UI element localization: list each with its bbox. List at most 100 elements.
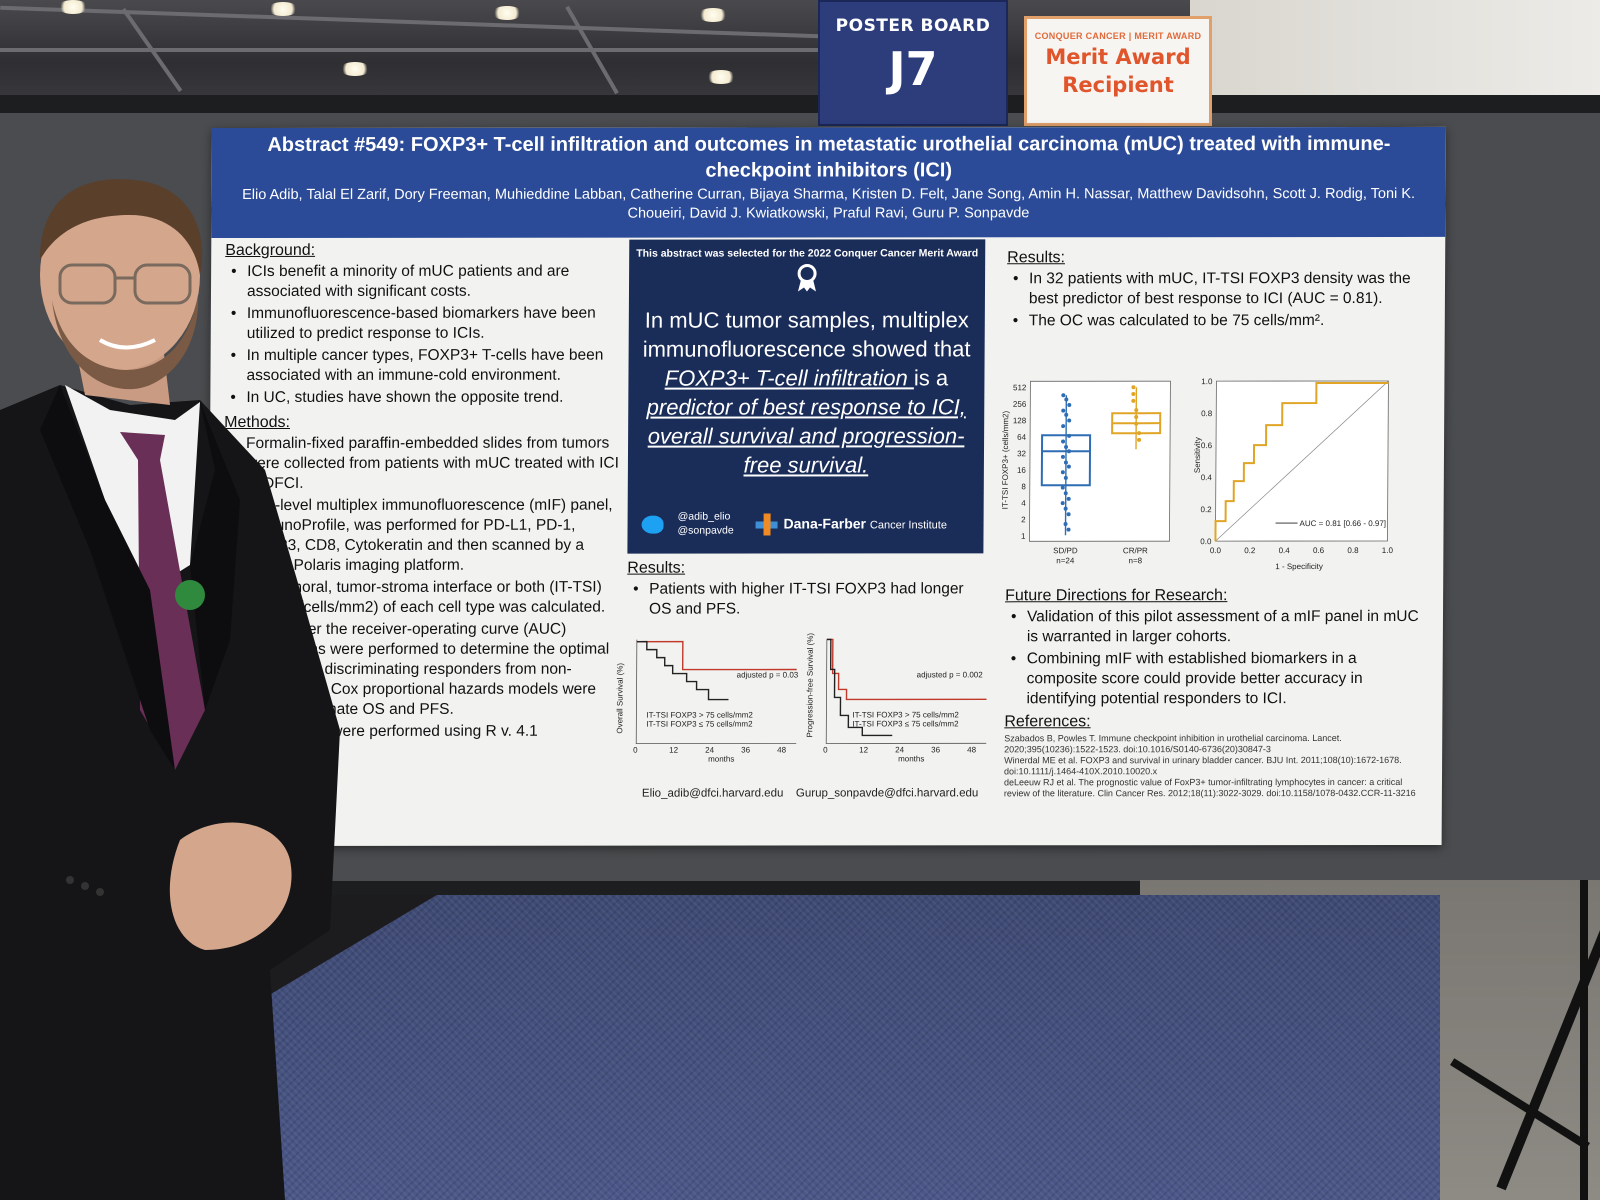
roc-curve (1214, 381, 1389, 542)
boxplot-group-label: CR/PR (1123, 546, 1148, 555)
boxplot-box-sd-pd (1040, 393, 1092, 536)
roc-ytick: 0.6 (1201, 441, 1213, 450)
key-finding-box: This abstract was selected for the 2022 … (627, 239, 986, 554)
boxplot-xlabels: SD/PDn=24 CR/PRn=8 (1053, 546, 1148, 565)
roc-xtick: 0.4 (1279, 546, 1291, 555)
poster-authors: Elio Adib, Talal El Zarif, Dory Freeman,… (242, 185, 1416, 222)
reference-item: deLeeuw RJ et al. The prognostic value o… (1003, 776, 1416, 799)
roc-ytick: 0.4 (1201, 473, 1213, 482)
pfs-legend-low: IT-TSI FOXP3 ≤ 75 cells/mm2 (852, 719, 959, 728)
pfs-legend-high: IT-TSI FOXP3 > 75 cells/mm2 (852, 710, 959, 719)
key-finding-text: In mUC tumor samples, multiplex immunofl… (628, 305, 985, 479)
boxplot-ytick: 8 (1021, 482, 1026, 491)
roc-xlabel: 1 - Specificity (1275, 562, 1323, 571)
foxp3-boxplot: IT-TSI FOXP3+ (cells/mm2) 51225612864321… (1001, 380, 1171, 565)
boxplot-ytick: 64 (1017, 433, 1027, 442)
pfs-curve-high (826, 638, 987, 701)
boxplot-ytick: 1 (1021, 532, 1026, 541)
results-item: In 32 patients with mUC, IT-TSI FOXP3 de… (1007, 269, 1427, 309)
results-item: The OC was calculated to be 75 cells/mm²… (1007, 311, 1427, 331)
presenter (0, 179, 340, 1200)
award-ribbon-icon (629, 263, 985, 299)
future-item: Validation of this pilot assessment of a… (1005, 607, 1425, 647)
pfs-pvalue: adjusted p = 0.002 (917, 670, 984, 679)
roc-xtick: 0.2 (1244, 546, 1256, 555)
future-directions: Future Directions for Research: Validati… (1004, 587, 1425, 799)
results-heading: Results: (627, 559, 686, 577)
roc-xtick: 0.0 (1210, 546, 1222, 555)
future-list: Validation of this pilot assessment of a… (1004, 607, 1425, 709)
email-right[interactable]: Gurup_sonpavde@dfci.harvard.edu (795, 787, 979, 800)
boxplot-ytick: 2 (1021, 515, 1026, 524)
os-ylabel: Overall Survival (%) (615, 663, 624, 734)
email-left[interactable]: Elio_adib@dfci.harvard.edu (641, 787, 784, 800)
os-curve-high (636, 640, 797, 671)
merit-award-sign: CONQUER CANCER | MERIT AWARD Merit Award… (1024, 16, 1212, 126)
pfs-xtick: 48 (967, 745, 977, 754)
os-xtick: 24 (705, 746, 715, 755)
boxplot-boxes (1040, 385, 1162, 536)
roc-ytick: 0.2 (1200, 505, 1212, 514)
os-kaplan-meier-plot: Overall Survival (%) adjusted p = 0.03 I… (615, 639, 799, 764)
boxplot-ytick: 128 (1013, 416, 1027, 425)
future-heading: Future Directions for Research: (1005, 587, 1228, 605)
pfs-xlabel: months (898, 754, 924, 763)
roc-xtick: 0.6 (1313, 546, 1325, 555)
pfs-ylabel: Progression-free Survival (%) (805, 633, 815, 737)
key-finding-lead: In mUC tumor samples, multiplex immunofl… (642, 307, 971, 362)
roc-ticks: 0.00.0 0.2 0.2 0.4 0.4 0.6 0.6 0.8 0.8 1.0 1.0 (1200, 377, 1393, 555)
os-legend-low: IT-TSI FOXP3 ≤ 75 cells/mm2 (646, 720, 753, 729)
pfs-kaplan-meier-plot: Progression-free Survival (%) adjusted p… (805, 633, 987, 763)
results-left: Results: Patients with higher IT-TSI FOX… (627, 559, 987, 621)
roc-ytick: 1.0 (1201, 377, 1213, 386)
twitter-handles: @adib_elio @sonpavde (677, 510, 733, 538)
institute-rest: Cancer Institute (869, 519, 947, 532)
stand-leg (1580, 880, 1588, 1200)
os-xtick: 12 (669, 746, 679, 755)
boxplot-yticks: 512 256 128 64 32 16 8 4 2 1 (1013, 383, 1027, 541)
award-line2: Recipient (1062, 73, 1174, 97)
roc-xtick: 0.8 (1347, 546, 1359, 555)
boxplot-ytick: 32 (1017, 449, 1027, 458)
key-finding-em2: predictor of best response to ICI, overa… (646, 394, 966, 478)
poster-header: Abstract #549: FOXP3+ T-cell infiltratio… (211, 126, 1446, 239)
os-xtick: 36 (741, 746, 751, 755)
poster-board-number: J7 (888, 42, 938, 96)
os-xtick: 0 (633, 746, 638, 755)
roc-ytick: 0.0 (1200, 537, 1212, 546)
boxplot-ytick: 256 (1013, 400, 1027, 409)
award-line1: Merit Award (1045, 45, 1191, 69)
boxplot-group-n: n=24 (1056, 556, 1075, 565)
award-note: This abstract was selected for the 2022 … (636, 247, 979, 260)
boxplot-group-n: n=8 (1129, 556, 1143, 565)
institute-name: Dana-Farber Cancer Institute (784, 515, 948, 531)
poster-board-sign: POSTER BOARD J7 (818, 0, 1008, 126)
results-left-list: Patients with higher IT-TSI FOXP3 had lo… (627, 579, 987, 619)
glasses-icon (58, 263, 117, 305)
poster-board-label: POSTER BOARD (835, 16, 991, 36)
roc-ytick: 0.8 (1201, 409, 1213, 418)
key-finding-em1: FOXP3+ T-cell infiltration (664, 365, 915, 391)
future-item: Combining mIF with established biomarker… (1004, 649, 1424, 709)
twitter-handle-2: @sonpavde (677, 524, 734, 537)
research-poster: Abstract #549: FOXP3+ T-cell infiltratio… (207, 126, 1446, 847)
twitter-icon (641, 515, 664, 534)
boxplot-ylabel: IT-TSI FOXP3+ (cells/mm2) (1001, 411, 1011, 510)
boxplot-ytick: 512 (1013, 383, 1027, 392)
references-heading: References: (1004, 713, 1091, 731)
results-right: Results: In 32 patients with mUC, IT-TSI… (1007, 249, 1428, 333)
os-xtick: 48 (777, 746, 787, 755)
os-pvalue: adjusted p = 0.03 (737, 670, 799, 679)
boxplot-group-label: SD/PD (1053, 546, 1078, 555)
os-curve-low (636, 640, 729, 701)
poster-title: Abstract #549: FOXP3+ T-cell infiltratio… (267, 132, 1391, 182)
results-item: Patients with higher IT-TSI FOXP3 had lo… (627, 579, 987, 619)
roc-legend: AUC = 0.81 [0.66 - 0.97] (1300, 519, 1387, 528)
roc-curve-plot: Sensitivity 0.00.00.20.20.40.40.60.60.80… (1193, 377, 1394, 571)
lapel-pin-icon (175, 580, 205, 610)
os-xticks: 0 12 24 36 48 (633, 746, 787, 755)
boxplot-ytick: 16 (1017, 466, 1027, 475)
pfs-xticks: 0 12 24 36 48 (823, 745, 977, 754)
institute-bold: Dana-Farber (783, 515, 867, 532)
twitter-handle-1: @adib_elio (677, 510, 731, 523)
